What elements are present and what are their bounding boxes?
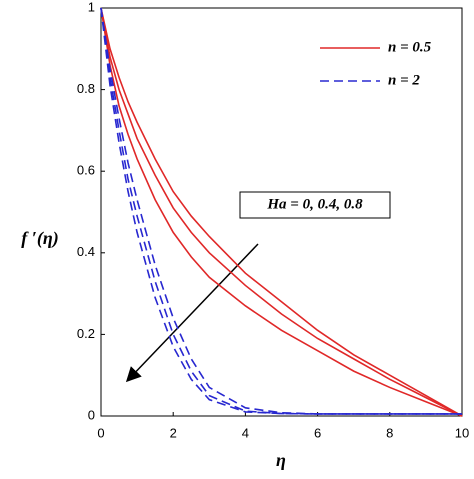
x-tick-label: 2 [170,425,177,440]
y-tick-label: 0 [88,407,95,422]
annotation: Ha = 0, 0.4, 0.8 [266,196,363,212]
curve [100,7,462,415]
annotation-box [239,191,391,219]
y-tick-label: 0.8 [77,81,95,96]
curve [100,7,463,417]
legend-label: n = 2 [388,72,420,88]
y-tick-label: 0.6 [77,163,95,178]
plot-frame [100,7,463,417]
x-tick-label: 6 [314,425,321,440]
x-tick-label: 0 [97,425,104,440]
y-tick-label: 0.4 [77,244,95,259]
annotation-arrow [125,243,259,383]
curve [100,7,463,417]
y-tick-label: 0.2 [77,326,95,341]
legend-label: n = 0.5 [388,39,432,55]
x-tick-label: 8 [386,425,393,440]
y-tick-label: 1 [88,0,95,14]
x-tick-label: 4 [242,425,249,440]
x-axis-label: η [276,450,286,470]
x-tick-label: 10 [455,425,469,440]
curve [100,7,463,417]
curve [100,7,462,415]
y-axis-label: f ′(η) [21,228,58,249]
